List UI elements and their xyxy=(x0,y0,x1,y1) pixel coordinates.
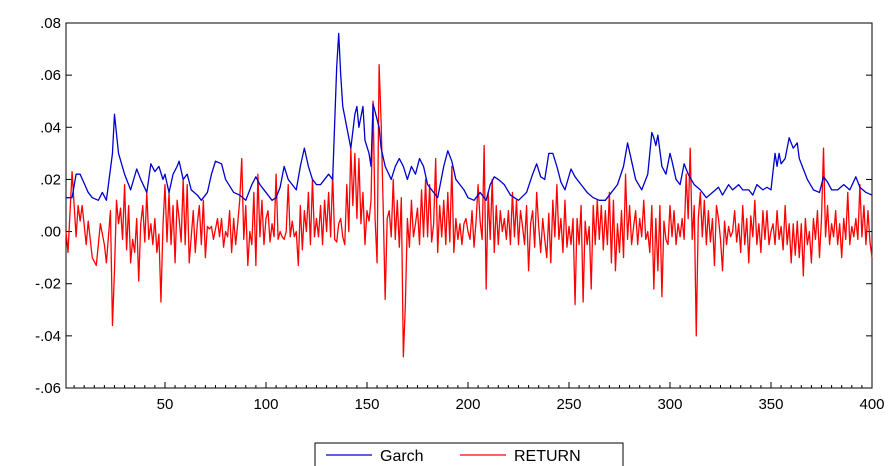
y-tick-label: -.06 xyxy=(35,380,61,397)
series-line-garch xyxy=(66,32,873,201)
plot-frame xyxy=(65,22,873,389)
y-tick-label: -.04 xyxy=(35,328,61,345)
x-tick-label: 350 xyxy=(758,396,783,413)
x-tick-label: 100 xyxy=(253,396,278,413)
x-tick-label: 200 xyxy=(455,396,480,413)
y-tick-label: .02 xyxy=(40,171,61,188)
series-line-return xyxy=(65,64,873,358)
y-tick-label: .04 xyxy=(40,119,61,136)
legend: Garch RETURN xyxy=(314,442,624,466)
x-axis: 50 100 150 200 250 300 350 400 xyxy=(73,382,885,413)
y-tick-label: -.02 xyxy=(35,276,61,293)
x-tick-label: 300 xyxy=(657,396,682,413)
x-tick-label: 50 xyxy=(157,396,174,413)
series-group xyxy=(65,32,873,358)
y-axis: -.06 -.04 -.02 .00 .02 .04 .06 .08 xyxy=(35,15,872,397)
x-tick-label: 400 xyxy=(859,396,884,413)
legend-label-return: RETURN xyxy=(514,448,581,465)
x-tick-label: 150 xyxy=(354,396,379,413)
y-tick-label: .08 xyxy=(40,15,61,32)
y-tick-label: .06 xyxy=(40,67,61,84)
legend-label-garch: Garch xyxy=(380,448,424,465)
y-tick-label: .00 xyxy=(40,224,61,241)
x-tick-label: 250 xyxy=(556,396,581,413)
